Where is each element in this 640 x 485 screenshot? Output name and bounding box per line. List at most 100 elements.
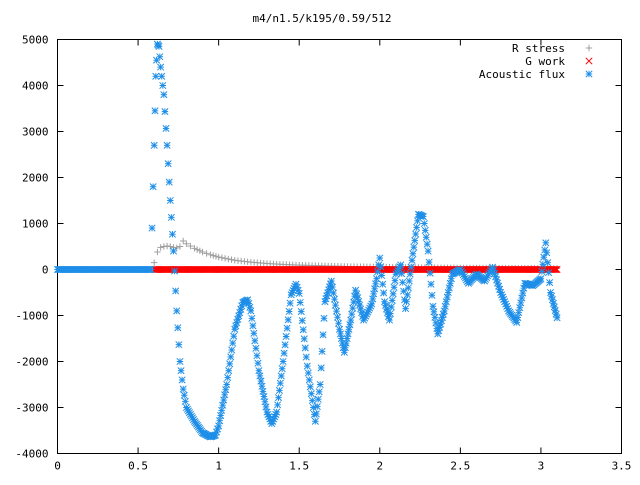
data-point: [177, 367, 185, 375]
data-point: [387, 303, 395, 311]
data-point: [210, 252, 217, 259]
legend-marker-x-icon: [585, 57, 593, 65]
data-point: [299, 326, 307, 334]
data-point: [169, 247, 178, 255]
data-point: [539, 260, 547, 268]
data-point: [397, 261, 405, 269]
y-tick-label: 3000: [22, 126, 49, 139]
data-point: [443, 293, 451, 301]
data-point: [340, 348, 348, 356]
data-point: [391, 277, 399, 285]
data-point: [161, 108, 169, 116]
data-point: [553, 265, 561, 274]
data-point: [155, 42, 163, 50]
data-point: [176, 243, 184, 250]
data-point: [150, 141, 158, 149]
data-point: [154, 248, 161, 256]
data-point: [298, 317, 306, 325]
data-point: [377, 263, 385, 271]
data-point: [537, 275, 545, 283]
data-point: [300, 335, 308, 343]
data-point: [183, 240, 190, 247]
data-point: [336, 330, 345, 338]
data-point: [314, 395, 322, 403]
data-point: [159, 81, 167, 90]
data-point: [171, 267, 179, 275]
data-point: [273, 408, 281, 416]
data-point: [404, 284, 412, 292]
plot-frame: [57, 39, 622, 454]
data-point: [379, 280, 387, 288]
data-point: [420, 219, 428, 228]
data-point: [296, 298, 304, 307]
legend-label: Acoustic flux: [479, 68, 565, 81]
data-point: [429, 302, 437, 310]
data-point: [251, 337, 259, 345]
data-point: [164, 160, 172, 168]
data-point: [550, 265, 558, 274]
data-point: [378, 271, 386, 280]
data-point: [441, 302, 449, 310]
data-point: [150, 259, 158, 266]
data-point: [303, 362, 311, 370]
data-point: [344, 330, 352, 338]
data-point: [253, 352, 261, 360]
data-point: [399, 278, 407, 286]
data-point: [349, 304, 357, 312]
data-point: [302, 353, 310, 361]
data-point: [517, 299, 525, 307]
data-point: [329, 289, 338, 297]
data-point: [546, 279, 554, 287]
data-point: [168, 230, 177, 238]
data-point: [380, 289, 388, 297]
data-point: [440, 307, 448, 315]
data-point: [212, 253, 220, 260]
data-point: [203, 250, 210, 257]
data-point: [224, 374, 232, 382]
data-point: [431, 313, 439, 321]
data-point: [408, 256, 416, 264]
data-point: [346, 321, 354, 329]
data-point: [423, 240, 431, 248]
data-point: [230, 332, 238, 340]
data-point: [149, 183, 157, 191]
data-point: [179, 237, 187, 245]
data-point: [215, 253, 222, 261]
data-point: [250, 329, 258, 337]
data-point: [327, 277, 335, 285]
y-tick-label: -1000: [15, 310, 48, 323]
data-point: [308, 397, 316, 405]
data-point: [295, 289, 303, 297]
data-point: [444, 288, 452, 297]
data-point: [157, 244, 164, 251]
data-point: [175, 341, 183, 349]
data-point: [277, 372, 285, 380]
data-point: [191, 245, 198, 252]
series-layer: [53, 40, 561, 441]
data-point: [542, 239, 550, 247]
data-point: [544, 259, 552, 267]
data-point: [166, 196, 174, 205]
data-point: [301, 344, 309, 352]
data-point: [347, 316, 355, 324]
data-point: [167, 243, 174, 250]
data-point: [373, 275, 381, 283]
data-point: [317, 364, 325, 372]
data-point: [413, 223, 421, 231]
data-point: [419, 213, 427, 221]
data-point: [545, 269, 553, 277]
data-point: [427, 280, 435, 288]
data-point: [286, 299, 294, 307]
data-point: [307, 390, 315, 398]
data-point: [552, 265, 560, 274]
data-point: [158, 72, 166, 80]
data-point: [316, 380, 324, 389]
data-point: [348, 310, 356, 318]
data-point: [225, 367, 233, 375]
data-point: [152, 72, 160, 80]
data-point: [306, 383, 314, 391]
data-point: [334, 319, 343, 327]
data-point: [228, 256, 235, 263]
